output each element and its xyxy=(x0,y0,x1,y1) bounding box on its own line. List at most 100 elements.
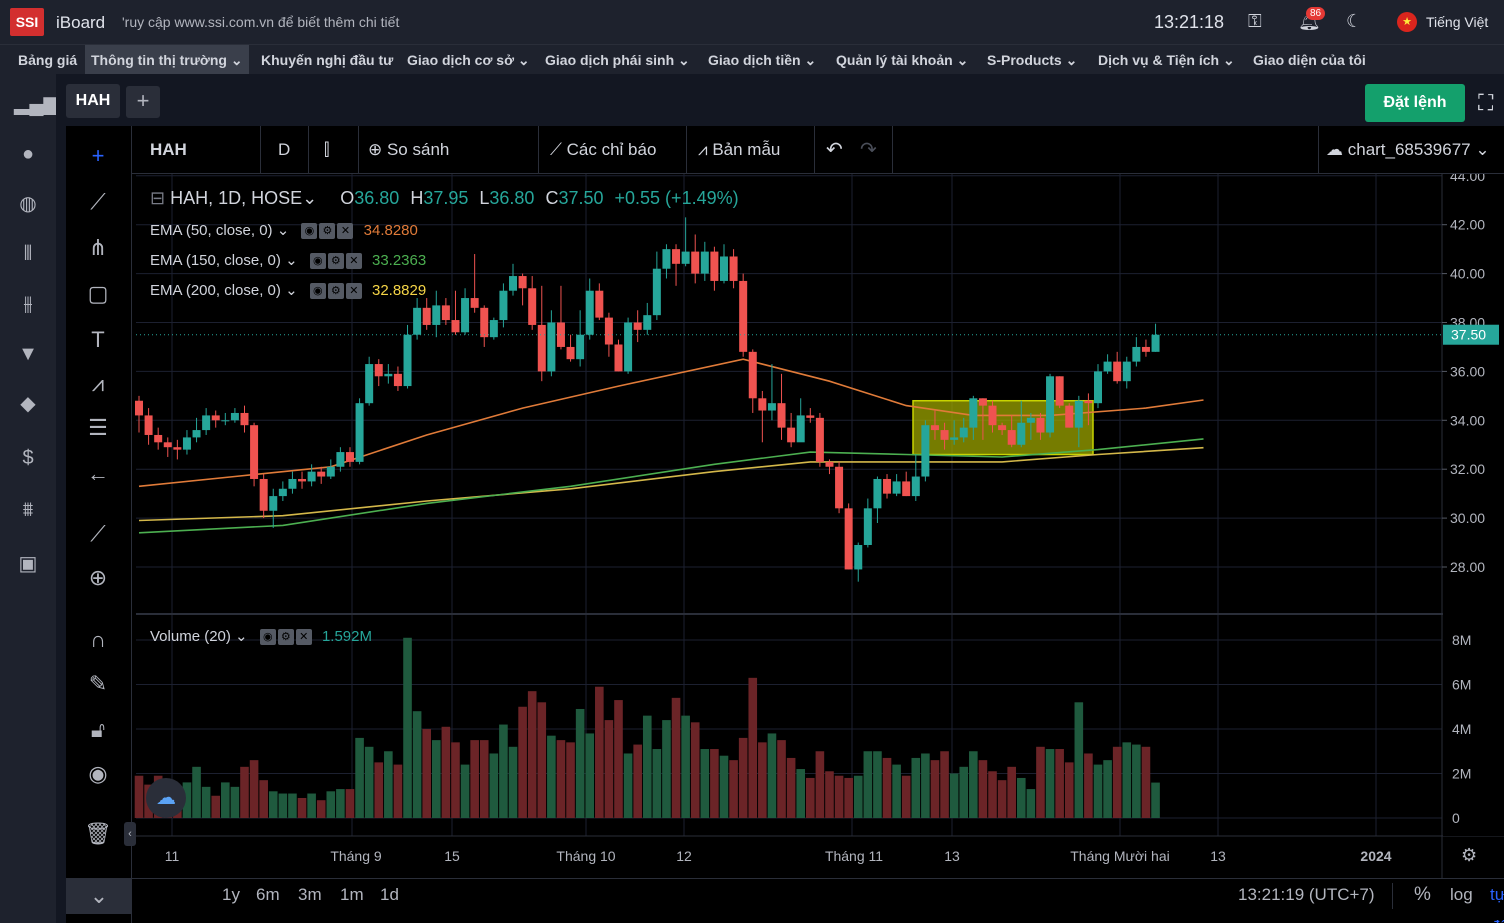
menu-item-6[interactable]: Quản lý tài khoản ⌄ xyxy=(836,52,969,68)
arrow-left-icon[interactable]: ← xyxy=(87,461,109,486)
chart-layout-selector[interactable]: ☁ chart_68539677 ⌄ xyxy=(1326,126,1490,174)
collapse-icon[interactable]: ⌄ xyxy=(66,878,132,914)
volume-bar-41 xyxy=(527,691,537,818)
candle-body-5 xyxy=(182,437,191,450)
menu-item-0[interactable]: Bảng giá xyxy=(18,52,78,68)
menu-item-5[interactable]: Giao dịch tiền ⌄ xyxy=(708,52,817,68)
range-6m[interactable]: 6m xyxy=(256,885,280,904)
fib-icon[interactable]: ☰ xyxy=(88,415,108,440)
stats-icon[interactable]: ⫴ xyxy=(23,243,33,265)
range-1y[interactable]: 1y xyxy=(222,885,240,904)
dollar-icon[interactable]: $ xyxy=(22,447,34,469)
percent-toggle[interactable]: % xyxy=(1414,884,1431,905)
volume-bar-13 xyxy=(259,780,268,818)
x-label-8: 13 xyxy=(1210,848,1226,864)
redo-icon[interactable]: ↷ xyxy=(860,139,877,161)
eye-icon[interactable]: ◉ xyxy=(88,761,108,786)
analytics-icon[interactable]: ⫵ xyxy=(23,293,33,315)
place-order-button[interactable]: Đặt lệnh xyxy=(1365,84,1465,122)
menu-item-7[interactable]: S-Products ⌄ xyxy=(987,52,1078,68)
volume-bar-99 xyxy=(1084,753,1093,818)
log-toggle[interactable]: log xyxy=(1450,885,1473,904)
candle-body-6 xyxy=(192,430,201,438)
symbol-search[interactable]: HAH xyxy=(150,140,187,159)
vietnam-flag-icon[interactable]: ★ xyxy=(1397,12,1417,32)
volume-bar-102 xyxy=(1112,746,1122,818)
eye-icon[interactable]: ◉ xyxy=(259,629,276,646)
candle-body-100 xyxy=(1094,371,1102,404)
undo-icon[interactable]: ↶ xyxy=(826,139,843,161)
candle-body-47 xyxy=(585,290,594,335)
fullscreen-icon[interactable]: ⛶ xyxy=(1478,90,1494,115)
price-chart[interactable]: 28.0030.0032.0034.0036.0038.0040.0042.00… xyxy=(66,126,1504,923)
indicators-button[interactable]: ⟋ Các chỉ báo xyxy=(550,126,656,174)
axis-settings-icon[interactable]: ⚙ xyxy=(1461,845,1477,866)
templates-button[interactable]: ⩘ Bản mẫu xyxy=(698,126,780,174)
gear-icon[interactable]: ⚙ xyxy=(327,253,344,270)
ssi-logo[interactable]: SSI xyxy=(10,8,44,36)
volume-bar-80 xyxy=(901,775,911,818)
volume-bar-98 xyxy=(1074,702,1084,818)
legend-chevron-icon[interactable]: ⌄ xyxy=(302,188,318,208)
candle-body-58 xyxy=(691,251,700,274)
collapse-toolbar-icon[interactable]: ‹ xyxy=(124,822,136,846)
bar-chart-icon[interactable]: ▂▄▆ xyxy=(14,93,59,115)
candle-body-38 xyxy=(499,290,508,321)
dashboard-icon[interactable]: ▣ xyxy=(18,553,38,575)
ruler-icon[interactable]: ⟋ xyxy=(90,521,106,546)
collapse-legend-icon[interactable]: ⊟ xyxy=(150,188,171,208)
volume-bar-9 xyxy=(221,782,230,818)
trash-icon[interactable]: 🗑︎ xyxy=(84,821,112,846)
tag-icon[interactable]: ◆ xyxy=(20,393,36,415)
x-label-4: 12 xyxy=(676,848,692,864)
text-icon[interactable]: T xyxy=(91,327,105,352)
moon-icon[interactable]: ☾ xyxy=(1346,11,1363,31)
language-selector[interactable]: Tiếng Việt xyxy=(1426,14,1489,30)
rectangle-icon[interactable]: ▢ xyxy=(87,281,109,306)
ema200-label: EMA (200, close, 0) xyxy=(150,282,281,299)
close-icon[interactable]: ✕ xyxy=(345,253,362,270)
close-icon[interactable]: ✕ xyxy=(337,223,354,240)
interval-selector[interactable]: D xyxy=(278,140,291,159)
close-icon[interactable]: ✕ xyxy=(295,629,312,646)
eye-icon[interactable]: ◉ xyxy=(309,283,326,300)
marquee-text: 'ruy cập www.ssi.com.vn để biết thêm chi… xyxy=(122,14,400,30)
add-tab-button[interactable]: + xyxy=(126,86,160,118)
alert-icon[interactable]: ● xyxy=(21,143,35,165)
crosshair-icon[interactable]: + xyxy=(91,143,105,168)
report-icon[interactable]: ⩩ xyxy=(22,499,34,521)
candle-type-icon[interactable]: ⫿ xyxy=(324,140,330,159)
volume-bar-14 xyxy=(268,791,278,818)
menu-item-2[interactable]: Khuyến nghị đầu tư xyxy=(261,52,394,68)
menu-item-9[interactable]: Giao diện của tôi xyxy=(1253,52,1366,68)
trend-line-icon[interactable]: ⟋ xyxy=(90,189,106,214)
eye-icon[interactable]: ◉ xyxy=(309,253,326,270)
range-1d[interactable]: 1d xyxy=(380,885,399,904)
compare-button[interactable]: ⊕ So sánh xyxy=(368,126,449,174)
pattern-icon[interactable]: ⩘ xyxy=(91,371,105,396)
candle-body-46 xyxy=(576,334,585,360)
gear-icon[interactable]: ⚙ xyxy=(327,283,344,300)
unlock-icon[interactable]: 🔓︎ xyxy=(90,717,106,742)
menu-item-1[interactable]: Thông tin thị trường ⌄ xyxy=(85,45,249,75)
key-icon[interactable]: ⚿ xyxy=(1248,11,1262,31)
filter-icon[interactable]: ▼ xyxy=(18,343,38,365)
gear-icon[interactable]: ⚙ xyxy=(319,223,336,240)
range-3m[interactable]: 3m xyxy=(298,885,322,904)
lock-draw-icon[interactable]: ✎ xyxy=(88,671,108,696)
close-icon[interactable]: ✕ xyxy=(345,283,362,300)
tab-hah[interactable]: HAH xyxy=(66,84,120,118)
auto-scale-toggle[interactable]: tự động xyxy=(1490,885,1504,923)
globe-icon[interactable]: ◍ xyxy=(19,193,37,215)
gear-icon[interactable]: ⚙ xyxy=(277,629,294,646)
menu-item-3[interactable]: Giao dịch cơ sở ⌄ xyxy=(407,52,530,68)
eye-icon[interactable]: ◉ xyxy=(301,223,318,240)
range-1m[interactable]: 1m xyxy=(340,885,364,904)
menu-item-4[interactable]: Giao dịch phái sinh ⌄ xyxy=(545,52,690,68)
zoom-in-icon[interactable]: ⊕ xyxy=(88,565,108,590)
magnet-icon[interactable]: ∩ xyxy=(90,627,106,652)
menu-item-8[interactable]: Dịch vụ & Tiện ích ⌄ xyxy=(1098,52,1235,68)
volume-bar-88 xyxy=(978,760,988,818)
logo-cloud-icon[interactable]: ☁ xyxy=(146,778,186,818)
pitchfork-icon[interactable]: ⋔ xyxy=(88,235,108,260)
